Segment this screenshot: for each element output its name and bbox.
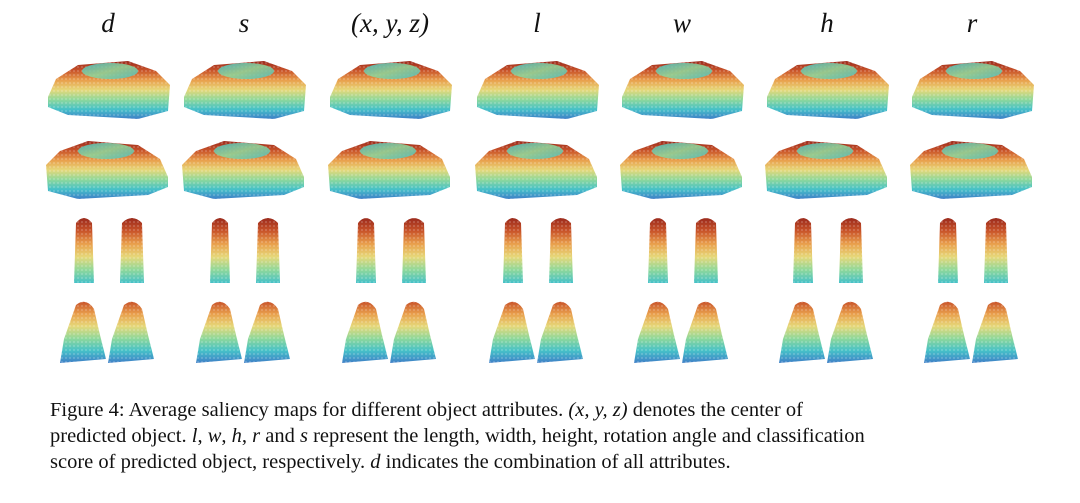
saliency-map-car-view-1-col-7: [912, 61, 1034, 119]
saliency-map-car-view-2-col-1: [46, 141, 168, 199]
saliency-map-pedestrian-pair-1-col-4: [503, 218, 573, 283]
caption-text: ,: [241, 425, 253, 447]
caption-text: score of predicted object, respectively.: [50, 451, 371, 473]
caption-line-3: score of predicted object, respectively.…: [50, 449, 1040, 475]
saliency-map-car-view-1-col-6: [767, 61, 889, 119]
saliency-figure: d s (x, y, z) l w h r: [46, 8, 1034, 363]
figure-caption: Figure 4: Average saliency maps for diff…: [50, 397, 1040, 475]
saliency-map-car-view-1-col-5: [622, 61, 744, 119]
column-header-3: (x, y, z): [351, 8, 429, 38]
saliency-map-cyclist-pair-1-col-4: [489, 301, 583, 363]
saliency-map-pedestrian-pair-1-col-1: [74, 218, 144, 283]
caption-text: and: [260, 425, 300, 447]
column-header-6: h: [820, 8, 834, 38]
saliency-map-cyclist-pair-1-col-7: [924, 301, 1018, 363]
caption-text: predicted object.: [50, 425, 192, 447]
column-header-5: w: [672, 8, 691, 38]
saliency-map-pedestrian-pair-1-col-2: [210, 218, 280, 283]
caption-math-s: s: [299, 425, 308, 447]
column-header-4: l: [533, 8, 541, 38]
caption-text: represent the length, width, height, rot…: [307, 425, 865, 447]
saliency-map-pedestrian-pair-1-col-6: [793, 218, 863, 283]
saliency-map-car-view-1-col-1: [48, 61, 170, 119]
caption-text: ,: [197, 425, 208, 447]
saliency-map-cyclist-pair-1-col-2: [196, 301, 290, 363]
caption-math-h: h: [231, 425, 242, 447]
saliency-map-car-view-1-col-3: [330, 61, 452, 119]
caption-text: denotes the center of: [627, 399, 803, 421]
caption-math-w: w: [207, 425, 222, 447]
caption-line-1: Figure 4: Average saliency maps for diff…: [50, 397, 1040, 423]
saliency-map-car-view-2-col-2: [182, 141, 304, 199]
saliency-map-pedestrian-pair-1-col-3: [356, 218, 426, 283]
caption-text: ,: [221, 425, 232, 447]
saliency-map-car-view-2-col-4: [475, 141, 597, 199]
saliency-map-car-view-2-col-6: [765, 141, 887, 199]
caption-math-l: l: [191, 425, 198, 447]
saliency-map-cyclist-pair-1-col-5: [634, 301, 728, 363]
saliency-map-cyclist-pair-1-col-1: [60, 301, 154, 363]
caption-line-2: predicted object. l, w, h, r and s repre…: [50, 423, 1040, 449]
caption-math-r: r: [252, 425, 261, 447]
caption-math-center: (x, y, z): [568, 399, 628, 421]
caption-text: Figure 4: Average saliency maps for diff…: [50, 399, 569, 421]
saliency-map-pedestrian-pair-1-col-5: [648, 218, 718, 283]
saliency-map-car-view-2-col-3: [328, 141, 450, 199]
saliency-map-car-view-2-col-5: [620, 141, 742, 199]
saliency-map-cyclist-pair-1-col-6: [779, 301, 873, 363]
column-header-2: s: [238, 8, 250, 38]
caption-math-d: d: [370, 451, 381, 473]
column-header-1: d: [101, 8, 115, 38]
saliency-grid: [46, 61, 1034, 363]
saliency-map-pedestrian-pair-1-col-7: [938, 218, 1008, 283]
saliency-map-car-view-1-col-4: [477, 61, 599, 119]
saliency-map-car-view-2-col-7: [910, 141, 1032, 199]
caption-text: indicates the combination of all attribu…: [380, 451, 731, 473]
saliency-map-cyclist-pair-1-col-3: [342, 301, 436, 363]
column-header-7: r: [966, 8, 978, 38]
saliency-map-car-view-1-col-2: [184, 61, 306, 119]
